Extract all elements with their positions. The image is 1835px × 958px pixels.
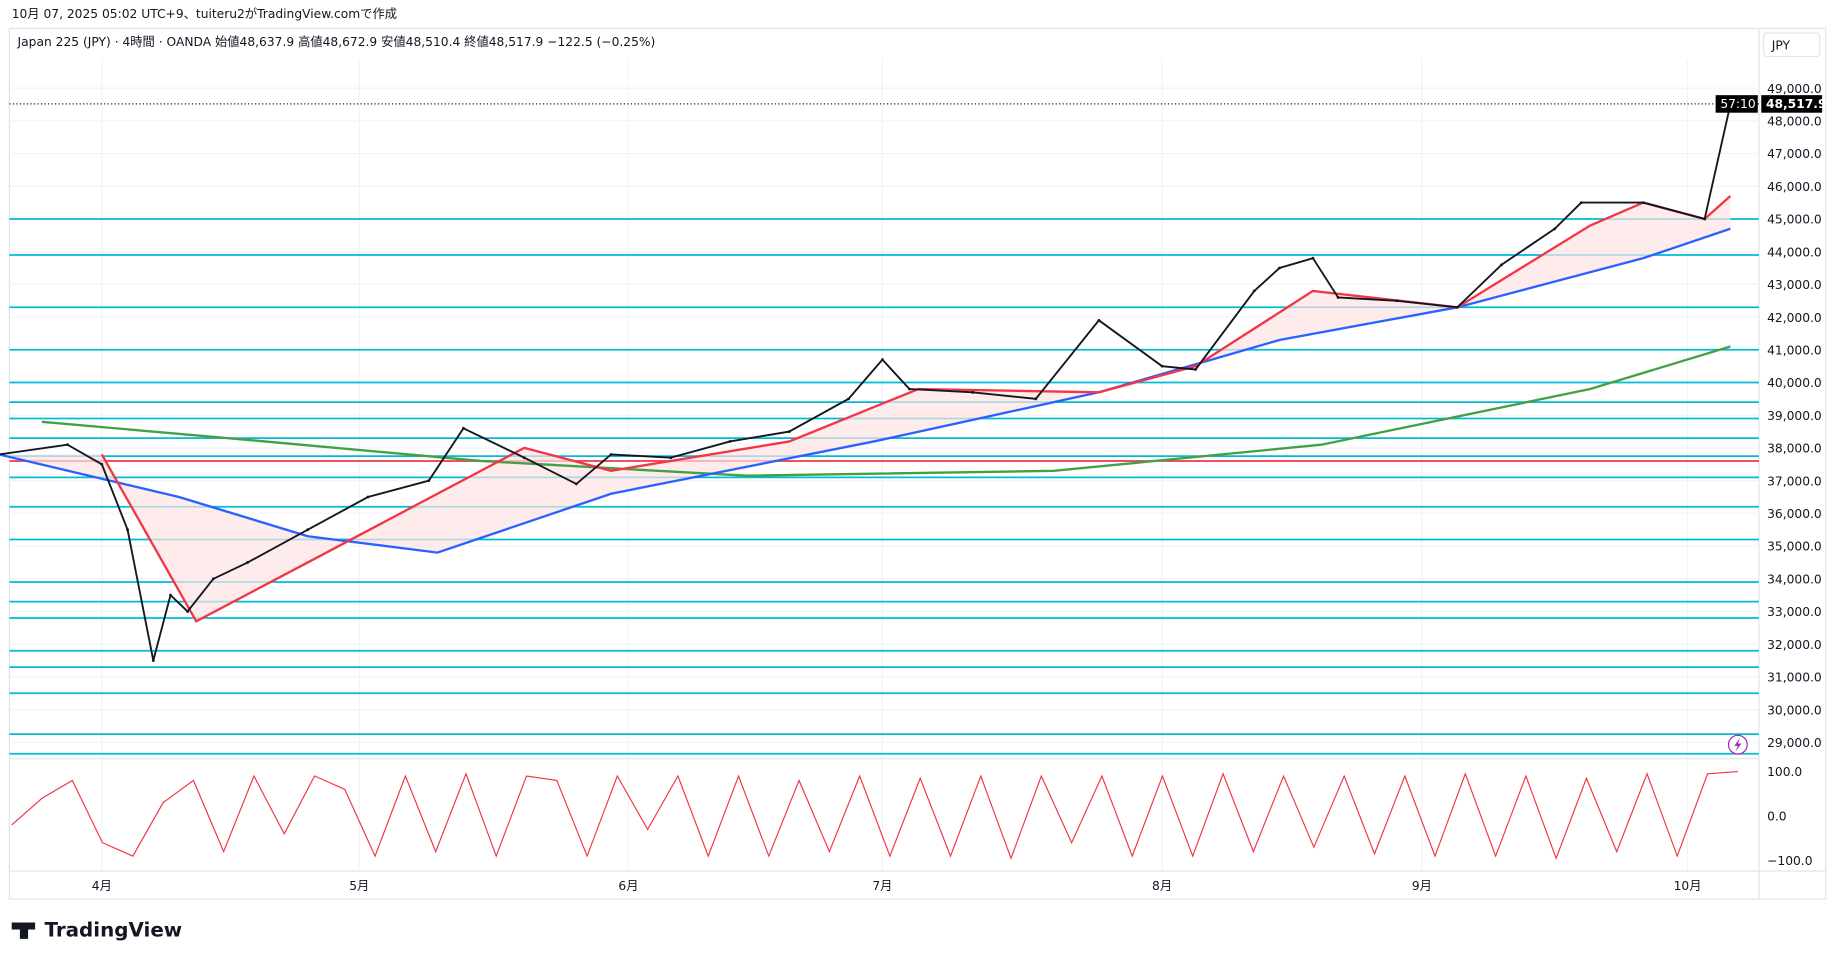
y-tick-label: 38,000.0 xyxy=(1767,442,1822,456)
y-tick-label: 34,000.0 xyxy=(1767,572,1822,586)
price-point xyxy=(1194,368,1198,371)
price-point xyxy=(1579,201,1583,205)
price-point xyxy=(728,439,732,443)
ema-fast-line[interactable] xyxy=(100,195,1732,623)
chart-frame xyxy=(8,27,1827,900)
y-tick-label: 37,000.0 xyxy=(1767,474,1822,488)
x-tick-label: 10月 xyxy=(1674,879,1702,893)
price-point xyxy=(1500,263,1503,267)
caption: 10月 07, 2025 05:02 UTC+9、tuiteru2がTradin… xyxy=(12,6,397,21)
last-price: 48,517.9 xyxy=(1766,97,1827,111)
price-point xyxy=(246,561,250,564)
y-tick-label: 49,000.0 xyxy=(1767,82,1822,96)
price-point xyxy=(211,577,215,581)
y-tick-label: 32,000.0 xyxy=(1767,638,1822,652)
x-tick-label: 6月 xyxy=(618,879,638,893)
y-tick-label: 41,000.0 xyxy=(1767,343,1822,357)
y-tick-label: 33,000.0 xyxy=(1767,605,1822,619)
lightning-glyph-icon xyxy=(1734,737,1742,752)
y-tick-label: 43,000.0 xyxy=(1767,278,1822,292)
price-point xyxy=(169,593,172,597)
y-tick-label: 42,000.0 xyxy=(1767,311,1822,325)
bar-countdown: 57:10 xyxy=(1720,97,1755,111)
x-tick-label: 8月 xyxy=(1152,879,1172,893)
y-tick-label: 36,000.0 xyxy=(1767,507,1822,521)
ema-slow-line[interactable] xyxy=(0,227,1731,554)
price-point xyxy=(908,387,911,391)
y-tick-label: 48,000.0 xyxy=(1767,115,1822,129)
price-point xyxy=(1278,266,1281,270)
y-tick-label: 47,000.0 xyxy=(1767,147,1822,161)
price-point xyxy=(1641,201,1645,205)
y-tick-label: 46,000.0 xyxy=(1767,180,1822,194)
price-point xyxy=(1160,364,1164,368)
price-point xyxy=(971,390,975,394)
price-point xyxy=(462,426,465,430)
y-tick-label: 30,000.0 xyxy=(1767,703,1822,717)
y-tick-label: 45,000.0 xyxy=(1767,213,1822,227)
price-point xyxy=(1336,296,1340,299)
price-point xyxy=(1703,217,1707,221)
price-point xyxy=(522,456,526,460)
price-point xyxy=(1455,305,1459,309)
price-point xyxy=(186,610,190,613)
ma-long-line[interactable] xyxy=(41,345,1731,477)
y-tick-label: 35,000.0 xyxy=(1767,540,1822,554)
y-tick-label: 44,000.0 xyxy=(1767,245,1822,259)
price-point xyxy=(609,453,613,456)
last-price-badge xyxy=(1761,95,1823,113)
price-point xyxy=(1553,227,1557,231)
price-point xyxy=(151,659,155,662)
price-point xyxy=(669,456,673,460)
x-tick-label: 9月 xyxy=(1412,879,1432,893)
y-tick-label: 31,000.0 xyxy=(1767,671,1822,685)
price-point xyxy=(1034,397,1038,401)
oscillator-line[interactable] xyxy=(11,770,1738,860)
osc-tick-label: −100.0 xyxy=(1767,854,1812,868)
y-tick-label: 29,000.0 xyxy=(1767,736,1822,750)
y-tick-label: 40,000.0 xyxy=(1767,376,1822,390)
price-point xyxy=(787,430,791,433)
price-point xyxy=(1097,318,1101,322)
ema-cloud xyxy=(0,196,1731,622)
price-point xyxy=(66,443,69,447)
currency-label: JPY xyxy=(1771,39,1791,53)
price-point xyxy=(126,528,129,532)
x-tick-label: 7月 xyxy=(872,879,892,893)
price-point xyxy=(880,358,884,362)
osc-tick-label: 100.0 xyxy=(1767,765,1802,779)
y-tick-label: 39,000.0 xyxy=(1767,409,1822,423)
price-point xyxy=(1252,289,1256,293)
price-point xyxy=(366,495,370,499)
tradingview-logo xyxy=(11,922,36,939)
tradingview-logo-text: TradingView xyxy=(44,919,182,942)
price-point xyxy=(847,397,850,401)
price-point xyxy=(427,479,431,483)
price-point xyxy=(100,462,104,466)
countdown-badge xyxy=(1715,95,1758,113)
symbol-legend: Japan 225 (JPY) · 4時間 · OANDA 始値48,637.9… xyxy=(17,34,656,49)
currency-button[interactable] xyxy=(1763,32,1821,58)
osc-tick-label: 0.0 xyxy=(1767,810,1787,824)
x-tick-label: 4月 xyxy=(92,879,112,893)
x-tick-label: 5月 xyxy=(349,879,369,893)
price-point xyxy=(306,528,310,532)
price-point xyxy=(1311,256,1315,260)
price-point xyxy=(1395,299,1399,303)
price-point xyxy=(574,482,578,486)
